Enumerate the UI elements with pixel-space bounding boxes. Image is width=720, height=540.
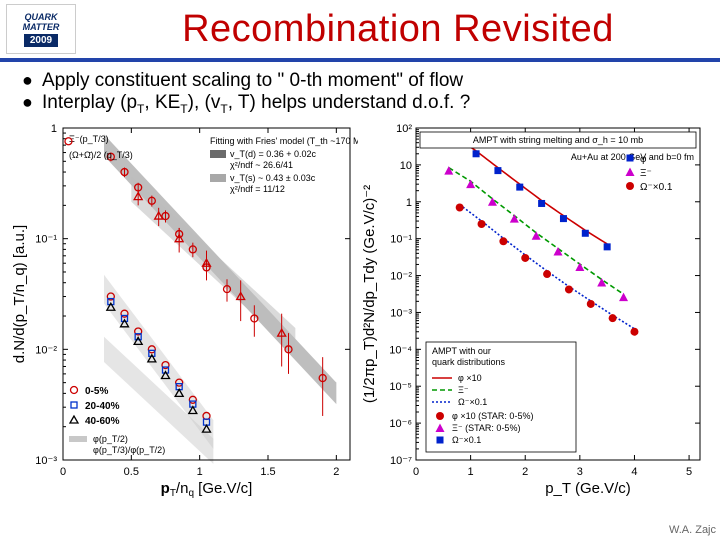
svg-text:10⁻¹: 10⁻¹ <box>35 233 57 245</box>
author-credit: W.A. Zajc <box>669 524 716 536</box>
bullet-list: ● Apply constituent scaling to " 0-th mo… <box>22 70 720 116</box>
svg-text:3: 3 <box>577 466 583 478</box>
svg-text:Ξ⁻: Ξ⁻ <box>640 168 652 179</box>
svg-text:Fitting with Fries' model (T_t: Fitting with Fries' model (T_th ~170 MeV… <box>210 136 358 146</box>
svg-text:d.N/d(p_T/n_q) [a.u.]: d.N/d(p_T/n_q) [a.u.] <box>11 225 28 363</box>
svg-text:pT/nq [Ge.V/c]: pT/nq [Ge.V/c] <box>161 480 253 499</box>
right-plot: 10⁻⁷ 10⁻⁶ 10⁻⁵ 10⁻⁴ 10⁻³ 10⁻² 10⁻¹ 1 10 10² 0 1 2 3 4 5… <box>358 120 708 500</box>
svg-text:0-5%: 0-5% <box>85 386 108 397</box>
svg-text:(1/2πp_T)d²N/dp_Tdy (Ge.V/c)⁻²: (1/2πp_T)d²N/dp_Tdy (Ge.V/c)⁻² <box>361 185 378 403</box>
svg-text:10: 10 <box>400 160 412 172</box>
svg-text:Ω⁻×0.1: Ω⁻×0.1 <box>458 397 487 407</box>
svg-text:Ω⁻×0.1: Ω⁻×0.1 <box>452 435 481 445</box>
svg-text:10⁻⁷: 10⁻⁷ <box>390 455 412 467</box>
svg-text:χ²/ndf = 11/12: χ²/ndf = 11/12 <box>230 184 285 194</box>
svg-text:10⁻¹: 10⁻¹ <box>390 233 412 245</box>
bullet-item: ● Interplay (pT, KET), (vT, T) helps und… <box>22 92 720 116</box>
svg-text:10⁻⁶: 10⁻⁶ <box>389 418 412 430</box>
bullet-item: ● Apply constituent scaling to " 0-th mo… <box>22 70 720 92</box>
svg-text:Ξ⁻: Ξ⁻ <box>458 385 469 395</box>
svg-text:v_T(s) ~ 0.43 ± 0.03c: v_T(s) ~ 0.43 ± 0.03c <box>230 173 316 183</box>
svg-text:4: 4 <box>631 466 637 478</box>
slide-title: Recombination Revisited <box>76 8 720 51</box>
svg-text:40-60%: 40-60% <box>85 416 120 427</box>
svg-text:10⁻²: 10⁻² <box>35 344 57 356</box>
left-plot: 10⁻³ 10⁻² 10⁻¹ 1 0 0.5 1 1.5 2 pT/nq [Ge.V/c] d.N/… <box>8 120 358 500</box>
svg-text:10⁻⁵: 10⁻⁵ <box>389 381 412 393</box>
svg-text:10⁻³: 10⁻³ <box>35 455 57 467</box>
svg-text:1: 1 <box>406 197 412 209</box>
logo-line1: QUARK <box>25 12 58 22</box>
svg-text:p_T (Ge.V/c): p_T (Ge.V/c) <box>545 480 631 497</box>
svg-text:10⁻⁴: 10⁻⁴ <box>389 344 412 356</box>
logo-line2: MATTER <box>23 22 60 32</box>
header: QUARK MATTER 2009 Recombination Revisite… <box>0 0 720 62</box>
bullet-text: Apply constituent scaling to " 0-th mome… <box>42 70 463 92</box>
svg-text:φ ×10: φ ×10 <box>458 373 482 383</box>
bullet-dot-icon: ● <box>22 92 42 113</box>
plots-row: 10⁻³10⁻²10⁻¹100.511.52pT/nq [Ge.V/c]d.N/… <box>0 120 720 500</box>
svg-text:0.5: 0.5 <box>124 466 139 478</box>
logo-year: 2009 <box>24 34 58 47</box>
svg-text:10²: 10² <box>396 123 412 135</box>
svg-text:2: 2 <box>522 466 528 478</box>
svg-text:2: 2 <box>333 466 339 478</box>
svg-text:Ω⁻×0.1: Ω⁻×0.1 <box>640 182 673 193</box>
svg-text:φ(p_T/2): φ(p_T/2) <box>93 434 128 444</box>
svg-text:10⁻²: 10⁻² <box>390 270 412 282</box>
svg-text:quark distributions: quark distributions <box>432 357 506 367</box>
svg-text:5: 5 <box>686 466 692 478</box>
svg-text:10⁻³: 10⁻³ <box>390 307 412 319</box>
svg-text:v_T(d) = 0.36 + 0.02c: v_T(d) = 0.36 + 0.02c <box>230 149 317 159</box>
svg-text:(Ω+Ω̄)/2 (p_T/3): (Ω+Ω̄)/2 (p_T/3) <box>69 150 133 160</box>
svg-text:AMPT with string melting and σ: AMPT with string melting and σ_h = 10 mb <box>473 135 643 145</box>
bullet-text: Interplay (pT, KET), (vT, T) helps under… <box>42 92 470 116</box>
svg-text:1: 1 <box>197 466 203 478</box>
conference-logo: QUARK MATTER 2009 <box>6 4 76 54</box>
svg-text:Ξ⁻ (STAR: 0-5%): Ξ⁻ (STAR: 0-5%) <box>452 423 520 433</box>
svg-text:φ ×10 (STAR: 0-5%): φ ×10 (STAR: 0-5%) <box>452 411 533 421</box>
svg-text:1: 1 <box>51 123 57 135</box>
bullet-dot-icon: ● <box>22 70 42 91</box>
svg-text:0: 0 <box>60 466 66 478</box>
svg-text:Ξ⁻(p_T/3): Ξ⁻(p_T/3) <box>69 134 109 144</box>
svg-text:AMPT with our: AMPT with our <box>432 346 491 356</box>
svg-text:χ²/ndf ~ 26.6/41: χ²/ndf ~ 26.6/41 <box>230 160 293 170</box>
svg-text:1: 1 <box>468 466 474 478</box>
svg-text:1.5: 1.5 <box>260 466 275 478</box>
svg-text:20-40%: 20-40% <box>85 401 120 412</box>
svg-text:φ(p_T/3)/φ(p_T/2): φ(p_T/3)/φ(p_T/2) <box>93 445 165 455</box>
svg-text:0: 0 <box>413 466 419 478</box>
svg-text:φ: φ <box>640 154 647 165</box>
